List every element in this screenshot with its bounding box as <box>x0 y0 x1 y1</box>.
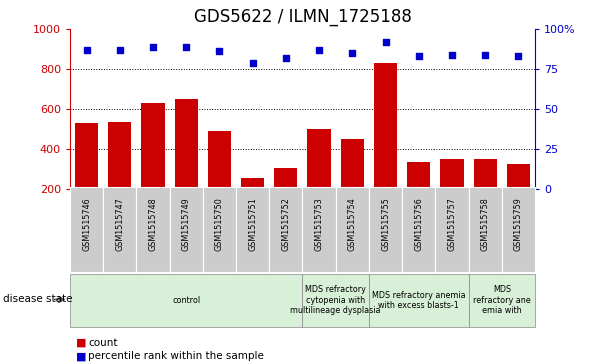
Bar <box>236 187 269 272</box>
Point <box>148 44 158 49</box>
Point <box>314 47 324 53</box>
Bar <box>141 103 165 189</box>
Point <box>381 39 390 45</box>
Bar <box>203 187 236 272</box>
Point <box>115 47 125 53</box>
Text: GSM1515756: GSM1515756 <box>414 197 423 251</box>
Bar <box>402 187 435 272</box>
Bar <box>336 187 369 272</box>
Point <box>514 53 523 59</box>
Bar <box>507 164 530 189</box>
Text: GSM1515759: GSM1515759 <box>514 197 523 251</box>
Text: control: control <box>172 296 200 305</box>
Text: GSM1515747: GSM1515747 <box>116 197 124 251</box>
Bar <box>269 187 302 272</box>
Text: GSM1515752: GSM1515752 <box>282 197 291 251</box>
Text: GSM1515746: GSM1515746 <box>82 197 91 251</box>
Text: GSM1515751: GSM1515751 <box>248 197 257 251</box>
Text: GSM1515754: GSM1515754 <box>348 197 357 251</box>
Bar <box>308 129 331 189</box>
Text: GSM1515755: GSM1515755 <box>381 197 390 251</box>
Bar <box>474 159 497 189</box>
Point <box>347 50 357 56</box>
Point <box>414 53 424 59</box>
Text: MDS
refractory ane
emia with: MDS refractory ane emia with <box>473 285 531 315</box>
Text: ■: ■ <box>76 338 86 348</box>
Bar <box>502 187 535 272</box>
Bar <box>302 187 336 272</box>
Text: ■: ■ <box>76 351 86 362</box>
Text: GSM1515757: GSM1515757 <box>447 197 457 251</box>
Point <box>81 47 91 53</box>
Title: GDS5622 / ILMN_1725188: GDS5622 / ILMN_1725188 <box>193 8 412 26</box>
Bar <box>108 122 131 189</box>
Point <box>215 49 224 54</box>
Bar <box>75 123 98 189</box>
Bar <box>374 63 397 189</box>
Text: MDS refractory
cytopenia with
multilineage dysplasia: MDS refractory cytopenia with multilinea… <box>291 285 381 315</box>
Bar <box>208 131 231 189</box>
Text: GSM1515749: GSM1515749 <box>182 197 191 251</box>
Bar <box>302 274 369 327</box>
Point <box>447 52 457 57</box>
Bar <box>274 168 297 189</box>
Text: disease state: disease state <box>3 294 72 305</box>
Bar <box>469 187 502 272</box>
Bar <box>103 187 136 272</box>
Bar <box>340 139 364 189</box>
Point <box>181 44 191 49</box>
Text: GSM1515758: GSM1515758 <box>481 197 489 251</box>
Point <box>281 55 291 61</box>
Text: GSM1515753: GSM1515753 <box>314 197 323 251</box>
Bar <box>469 274 535 327</box>
Text: GSM1515748: GSM1515748 <box>148 197 157 251</box>
Bar <box>136 187 170 272</box>
Bar <box>70 274 302 327</box>
Bar <box>435 187 469 272</box>
Bar <box>170 187 203 272</box>
Bar <box>369 187 402 272</box>
Bar <box>407 162 430 189</box>
Bar <box>440 159 464 189</box>
Bar <box>369 274 469 327</box>
Bar <box>70 187 103 272</box>
Text: MDS refractory anemia
with excess blasts-1: MDS refractory anemia with excess blasts… <box>372 291 466 310</box>
Bar <box>241 178 264 189</box>
Text: GSM1515750: GSM1515750 <box>215 197 224 251</box>
Text: percentile rank within the sample: percentile rank within the sample <box>88 351 264 362</box>
Text: count: count <box>88 338 118 348</box>
Bar <box>174 99 198 189</box>
Point <box>480 52 490 57</box>
Point <box>248 60 258 65</box>
